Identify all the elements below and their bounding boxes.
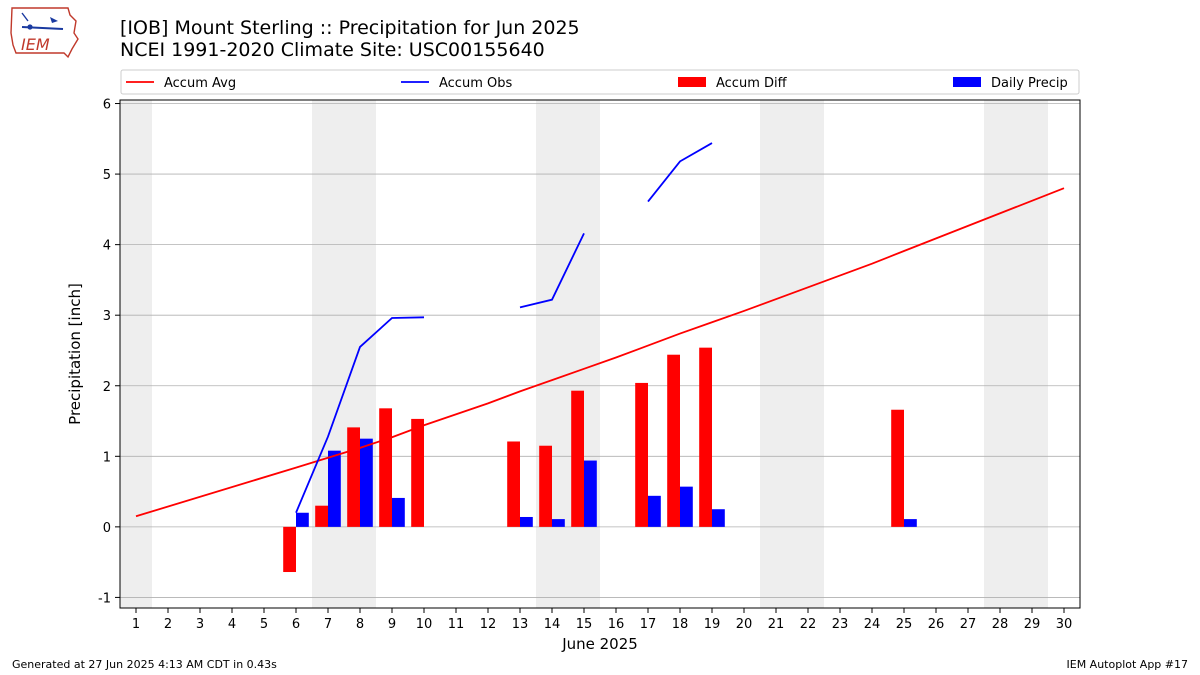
x-tick-label: 14 (544, 617, 561, 632)
y-tick-label: 3 (103, 309, 111, 324)
x-tick-label: 17 (640, 617, 657, 632)
x-tick-label: 21 (768, 617, 785, 632)
iowa-map-logo-icon: IEM (10, 7, 79, 59)
x-tick-label: 19 (704, 617, 721, 632)
legend: Accum Avg Accum Obs Accum Diff Daily Precip (120, 69, 1080, 95)
daily-precip-bar (552, 519, 565, 527)
weekend-band (120, 100, 152, 608)
weekend-band (984, 100, 1016, 608)
y-tick-label: 6 (103, 98, 111, 113)
x-tick-label: 24 (864, 617, 881, 632)
x-tick-label: 9 (388, 617, 396, 632)
x-tick-label: 11 (448, 617, 465, 632)
accum-diff-bar (891, 409, 904, 527)
daily-precip-bar (712, 509, 725, 527)
legend-label: Accum Avg (164, 76, 236, 91)
daily-precip-bar (904, 519, 917, 527)
daily-precip-bar (520, 516, 533, 527)
legend-swatch-bar (953, 77, 981, 87)
weekend-band (312, 100, 344, 608)
app-note: IEM Autoplot App #17 (1066, 658, 1189, 671)
x-tick-label: 15 (576, 617, 593, 632)
x-tick-label: 4 (228, 617, 236, 632)
legend-label: Daily Precip (991, 76, 1068, 91)
x-tick-label: 18 (672, 617, 689, 632)
accum-diff-bar (379, 408, 392, 527)
accum-obs-line (295, 316, 425, 514)
y-tick-label: 2 (103, 380, 111, 395)
x-tick-label: 12 (480, 617, 497, 632)
weekend-band (760, 100, 792, 608)
x-tick-label: 20 (736, 617, 753, 632)
chart-subtitle: NCEI 1991-2020 Climate Site: USC00155640 (120, 39, 545, 61)
legend-label: Accum Diff (716, 76, 788, 91)
x-axis-label: June 2025 (561, 635, 638, 653)
accum-obs-line (647, 142, 713, 203)
x-tick-label: 2 (164, 617, 172, 632)
y-axis-label: Precipitation [inch] (66, 283, 84, 425)
accum-obs-line (519, 232, 585, 309)
accum-diff-bar (539, 445, 552, 527)
accum-diff-bar (315, 505, 328, 527)
weekend-band (536, 100, 568, 608)
legend-box (120, 69, 1080, 95)
x-tick-label: 23 (832, 617, 849, 632)
weekend-band (568, 100, 600, 608)
logo-text: IEM (21, 35, 50, 54)
chart-title: [IOB] Mount Sterling :: Precipitation fo… (120, 17, 580, 39)
accum-diff-bar (571, 390, 584, 527)
x-tick-label: 5 (260, 617, 268, 632)
x-tick-label: 16 (608, 617, 625, 632)
daily-precip-bar (648, 495, 661, 527)
x-tick-label: 7 (324, 617, 332, 632)
x-tick-label: 3 (196, 617, 204, 632)
accum-diff-bar (283, 526, 296, 573)
weekend-band (792, 100, 824, 608)
x-tick-label: 26 (928, 617, 945, 632)
y-tick-label: 4 (103, 239, 111, 254)
x-tick-label: 22 (800, 617, 817, 632)
weekend-band (344, 100, 376, 608)
daily-precip-bar (584, 460, 597, 527)
accum-diff-bar (635, 382, 648, 527)
y-tick-label: -1 (98, 591, 111, 606)
x-tick-label: 10 (416, 617, 433, 632)
x-tick-label: 30 (1056, 617, 1073, 632)
accum-diff-bar (347, 427, 360, 527)
daily-precip-bar (680, 486, 693, 527)
x-tick-label: 29 (1024, 617, 1041, 632)
accum-diff-bar (667, 354, 680, 527)
accum-diff-bar (507, 441, 520, 527)
weekend-band (1016, 100, 1048, 608)
x-tick-label: 25 (896, 617, 913, 632)
daily-precip-bar (296, 512, 309, 527)
daily-precip-bar (328, 450, 341, 527)
y-tick-label: 1 (103, 450, 111, 465)
legend-swatch-bar (678, 77, 706, 87)
generated-note: Generated at 27 Jun 2025 4:13 AM CDT in … (12, 658, 277, 671)
accum-diff-bar (699, 347, 712, 527)
x-tick-label: 8 (356, 617, 364, 632)
x-tick-label: 1 (132, 617, 140, 632)
x-tick-label: 27 (960, 617, 977, 632)
daily-precip-bar (360, 438, 373, 527)
y-tick-label: 0 (103, 521, 111, 536)
legend-label: Accum Obs (439, 76, 512, 91)
x-tick-label: 13 (512, 617, 529, 632)
plot-frame (119, 99, 1081, 609)
accum-avg-line (135, 187, 1065, 518)
y-tick-label: 5 (103, 168, 111, 183)
iem-logo: IEM (8, 5, 80, 59)
x-tick-label: 28 (992, 617, 1009, 632)
accum-diff-bar (411, 418, 424, 527)
daily-precip-bar (392, 497, 405, 527)
x-tick-label: 6 (292, 617, 300, 632)
